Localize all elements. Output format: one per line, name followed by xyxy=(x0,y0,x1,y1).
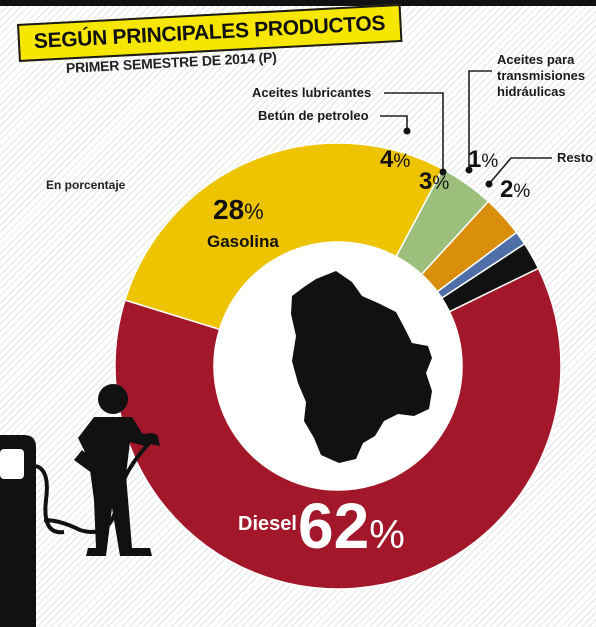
dot-lubricantes xyxy=(439,168,447,176)
label-gasolina: Gasolina xyxy=(207,232,279,251)
pct-resto: 2% xyxy=(500,178,530,202)
unit-note: En porcentaje xyxy=(46,178,126,192)
percent-symbol-transmisiones: % xyxy=(481,151,499,172)
leader-resto xyxy=(488,157,552,185)
percent-symbol-betun: % xyxy=(432,173,450,194)
dot-resto xyxy=(485,180,493,188)
percent-symbol-resto: % xyxy=(513,181,531,202)
label-lubricantes: Aceites lubricantes xyxy=(252,85,372,100)
dot-transmisiones xyxy=(465,166,473,174)
percent-symbol-lubricantes: % xyxy=(393,151,411,172)
leader-betun xyxy=(380,115,408,131)
value-transmisiones: 1 xyxy=(468,146,482,173)
percent-symbol-gasolina: % xyxy=(244,199,264,224)
leader-lines xyxy=(380,70,552,185)
pct-transmisiones: 1% xyxy=(468,148,498,172)
label-betun: Betún de petroleo xyxy=(258,108,369,123)
slice-diesel xyxy=(114,267,562,590)
value-betun: 3 xyxy=(419,168,433,195)
percent-symbol-diesel: % xyxy=(369,513,405,557)
leader-lubricantes xyxy=(384,92,444,172)
label-transmisiones-2: transmisiones xyxy=(497,68,586,83)
top-rule xyxy=(0,0,596,6)
label-diesel: Diesel xyxy=(238,513,297,535)
value-resto: 2 xyxy=(500,176,514,203)
person-refueling-icon xyxy=(43,384,160,556)
leader-dots xyxy=(403,127,493,188)
pct-betun: 3% xyxy=(419,170,449,194)
slice-resto xyxy=(440,242,540,313)
label-transmisiones-3: hidráulicas xyxy=(497,84,566,99)
bolivia-map-icon xyxy=(291,271,432,463)
label-resto: Resto xyxy=(557,150,594,165)
pct-diesel: 62% xyxy=(298,494,405,558)
value-gasolina: 28 xyxy=(213,194,245,225)
pct-gasolina: 28% xyxy=(213,196,264,224)
pct-lubricantes: 4% xyxy=(380,148,410,172)
slice-gasolina xyxy=(124,142,444,331)
value-lubricantes: 4 xyxy=(380,146,394,173)
value-diesel: 62 xyxy=(298,490,370,562)
donut-slices xyxy=(114,142,562,590)
leader-transmisiones xyxy=(468,70,492,170)
dot-betun xyxy=(403,127,411,135)
fuel-pump-icon xyxy=(0,435,65,627)
label-transmisiones-1: Aceites para xyxy=(497,52,575,67)
